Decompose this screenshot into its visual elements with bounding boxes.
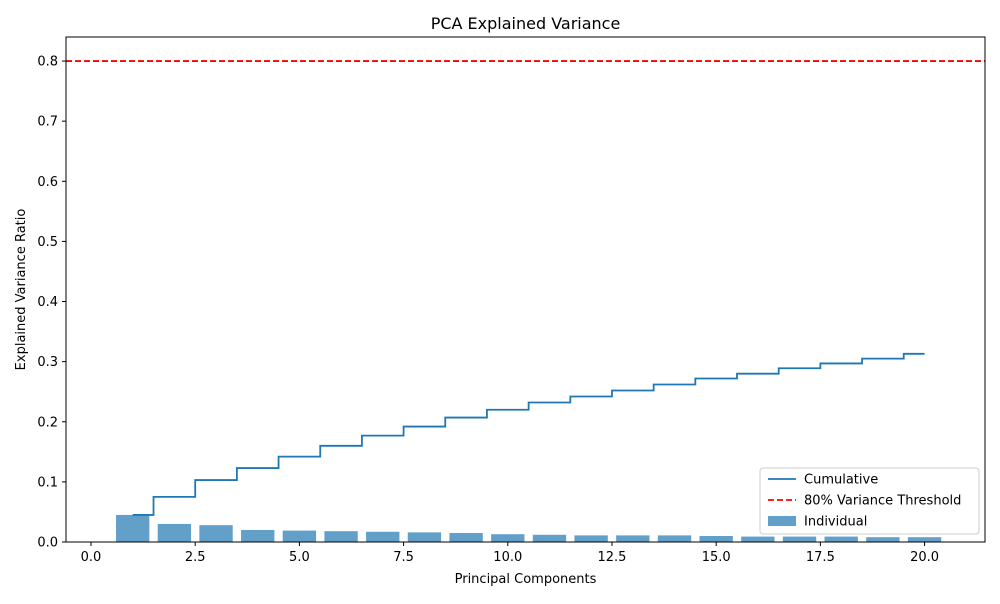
- bar-individual: [449, 532, 483, 542]
- bar-individual: [324, 531, 358, 542]
- bar-individual: [866, 537, 900, 542]
- chart-title: PCA Explained Variance: [431, 14, 621, 33]
- legend-label: Individual: [804, 515, 867, 530]
- cumulative-step-line: [132, 352, 925, 516]
- legend-label: 80% Variance Threshold: [804, 494, 961, 509]
- plot-frame: [65, 36, 986, 543]
- bar-individual: [157, 523, 192, 542]
- legend-swatch-individual: [768, 516, 796, 526]
- bar-individual: [699, 535, 733, 542]
- bar-individual: [407, 532, 442, 542]
- y-tick-label: 0.4: [37, 295, 58, 310]
- x-tick-label: 2.5: [185, 550, 206, 565]
- x-tick-label: 7.5: [393, 550, 414, 565]
- y-ticks: 0.0 0.1 0.2 0.3 0.4 0.5 0.6 0.7 0.8: [37, 55, 66, 551]
- x-tick-label: 5.0: [289, 550, 310, 565]
- bar-individual: [282, 530, 317, 542]
- y-tick-label: 0.7: [37, 115, 58, 130]
- x-tick-label: 10.0: [493, 550, 522, 565]
- bar-individual: [616, 535, 650, 542]
- bar-individual: [241, 529, 275, 542]
- bar-individual: [199, 525, 233, 542]
- bar-individual: [907, 537, 942, 542]
- legend-box: [759, 467, 980, 535]
- x-axis-label: Principal Components: [455, 572, 597, 587]
- x-tick-label: 20.0: [910, 550, 939, 565]
- bars-layer: [116, 514, 942, 542]
- bar-individual: [366, 531, 400, 542]
- x-ticks: 0.0 2.5 5.0 7.5 10.0 12.5 15.0 17.5 20.0: [81, 542, 939, 565]
- y-tick-label: 0.3: [37, 355, 58, 370]
- y-tick-label: 0.5: [37, 235, 58, 250]
- lines-layer: [66, 60, 985, 516]
- bar-individual: [741, 536, 775, 542]
- y-tick-label: 0.8: [37, 55, 58, 70]
- bar-individual: [532, 534, 567, 542]
- legend: Cumulative 80% Variance Threshold Individu…: [759, 467, 980, 535]
- x-tick-label: 17.5: [806, 550, 835, 565]
- y-tick-label: 0.6: [37, 175, 58, 190]
- legend-label: Cumulative: [804, 473, 878, 488]
- bar-individual: [574, 535, 608, 542]
- y-axis-label: Explained Variance Ratio: [14, 209, 29, 371]
- bar-individual: [491, 534, 525, 542]
- bar-individual: [824, 536, 858, 542]
- x-tick-label: 15.0: [702, 550, 731, 565]
- y-tick-label: 0.2: [37, 415, 58, 430]
- bar-individual: [782, 536, 817, 542]
- y-tick-label: 0.1: [37, 475, 58, 490]
- x-tick-label: 0.0: [81, 550, 102, 565]
- bar-individual: [657, 535, 692, 542]
- y-tick-label: 0.0: [37, 536, 58, 551]
- bar-individual: [116, 514, 150, 542]
- x-tick-label: 12.5: [598, 550, 627, 565]
